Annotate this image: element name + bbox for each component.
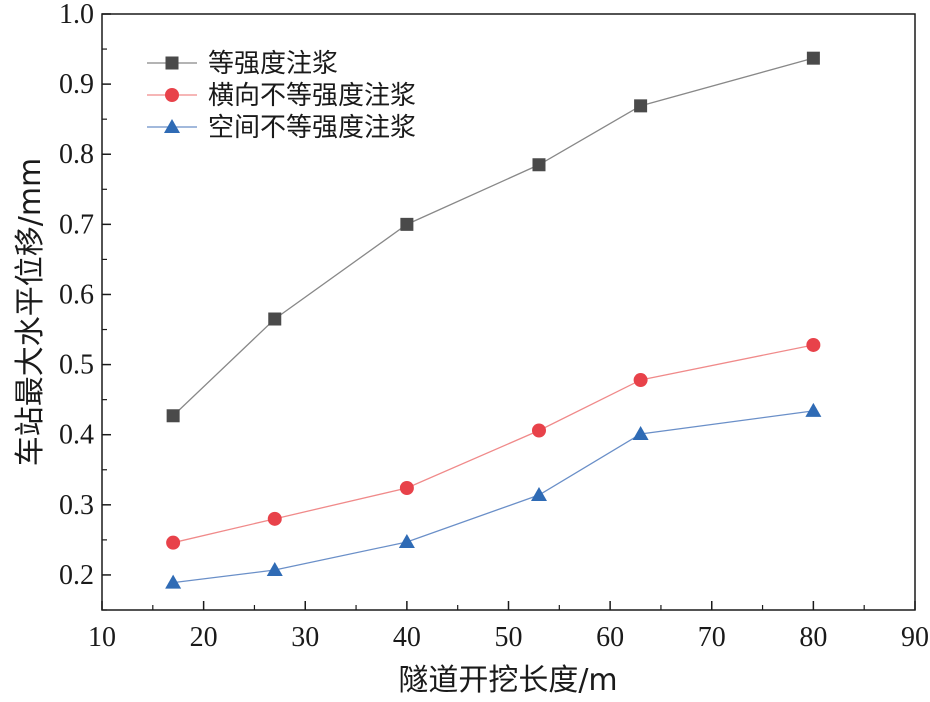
- data-point: [268, 312, 282, 326]
- legend-marker: [165, 56, 179, 70]
- data-point: [805, 402, 822, 417]
- series-line: [172, 57, 814, 417]
- data-point: [266, 562, 283, 577]
- y-tick-label: 0.3: [59, 490, 94, 521]
- x-tick-label: 30: [291, 622, 319, 653]
- x-axis-title: 隧道开挖长度/m: [398, 663, 617, 698]
- y-tick-label: 0.5: [59, 350, 94, 381]
- legend-label: 等强度注浆: [208, 49, 338, 79]
- legend-label: 横向不等强度注浆: [208, 81, 416, 111]
- data-point: [632, 426, 649, 441]
- x-tick-label: 70: [698, 622, 726, 653]
- x-tick-label: 40: [393, 622, 421, 653]
- x-tick-label: 80: [799, 622, 827, 653]
- legend-marker: [164, 119, 180, 133]
- data-point: [806, 337, 821, 352]
- y-tick-label: 0.7: [59, 209, 94, 240]
- y-tick-label: 0.8: [59, 139, 94, 170]
- data-point: [166, 409, 180, 423]
- series-1: [166, 51, 820, 423]
- y-axis-title: 车站最大水平位移/mm: [13, 158, 48, 467]
- x-tick-label: 90: [901, 622, 929, 653]
- y-tick-label: 1.0: [59, 0, 94, 30]
- data-point: [267, 511, 282, 526]
- data-point: [400, 217, 414, 231]
- data-point: [531, 423, 546, 438]
- y-tick-label: 0.4: [59, 420, 94, 451]
- y-tick-label: 0.6: [59, 279, 94, 310]
- legend-label: 空间不等强度注浆: [208, 113, 416, 143]
- data-point: [634, 99, 648, 113]
- series-line: [172, 344, 814, 544]
- series-line: [173, 410, 814, 584]
- series-3: [165, 402, 822, 589]
- data-point: [398, 533, 415, 548]
- x-axis-ticks: 10 20 30 40 50 60 70 80 90: [88, 601, 929, 653]
- y-tick-label: 0.2: [59, 560, 94, 591]
- y-tick-label: 0.9: [59, 69, 94, 100]
- data-point: [166, 535, 181, 550]
- series-2: [166, 337, 821, 550]
- x-tick-label: 50: [495, 622, 523, 653]
- data-point: [399, 480, 414, 495]
- series-layer: [165, 51, 822, 589]
- data-point: [532, 158, 546, 172]
- y-axis-ticks: 0.2 0.3 0.4 0.5 0.6 0.7 0.8 0.9 1.0: [59, 0, 111, 611]
- data-point: [633, 373, 648, 388]
- data-point: [806, 51, 820, 65]
- x-tick-label: 10: [88, 622, 116, 653]
- x-tick-label: 20: [190, 622, 218, 653]
- data-point: [165, 574, 182, 589]
- data-point: [530, 487, 547, 502]
- x-tick-label: 60: [596, 622, 624, 653]
- legend-marker: [165, 88, 179, 102]
